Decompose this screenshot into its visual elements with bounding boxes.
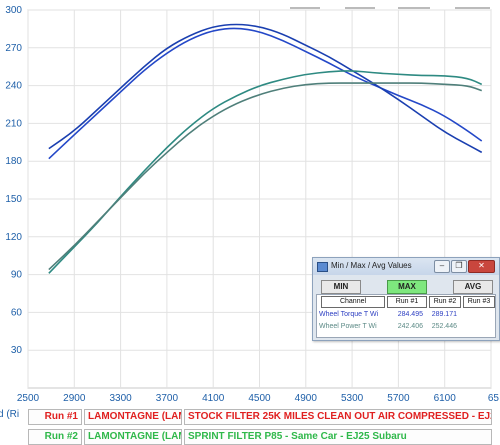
row-torque-run3 [463,310,491,320]
y-tick-label: 180 [5,156,22,167]
legend-run-1-number: Run #1 [28,409,82,425]
legend-run-2-number: Run #2 [28,429,82,445]
y-axis-ticks: 300 270 240 210 180 150 120 90 60 30 [5,5,22,356]
minmax-title: Min / Max / Avg Values [331,261,412,270]
avg-button[interactable]: AVG [453,280,493,294]
y-tick-label: 30 [11,345,23,356]
minmax-dialog[interactable]: Min / Max / Avg Values – ❐ ✕ MIN MAX AVG… [312,257,500,341]
row-torque-channel: Wheel Torque T Wi [319,311,379,318]
x-tick-label: 3300 [109,393,132,404]
x-tick-label: 4900 [295,393,318,404]
row-power-run1: 242.406 [397,323,423,330]
row-power-channel: Wheel Power T Wi [319,323,377,330]
y-tick-label: 210 [5,118,22,129]
series-line-4 [48,82,483,271]
x-axis-ticks: 2500 2900 3300 3700 4100 4500 4900 5300 5700 6100… [17,393,500,404]
row-power-run3 [463,322,491,332]
y-tick-label: 90 [11,270,23,281]
row-torque-run2: 289.171 [431,311,457,318]
x-tick-label: 65 [488,393,500,404]
y-tick-label: 300 [5,5,22,16]
series-line-2 [48,23,483,154]
x-tick-label: 3700 [156,393,179,404]
header-run-2: Run #2 [429,296,461,308]
x-tick-label: 2900 [63,393,86,404]
x-tick-label: 2500 [17,393,40,404]
x-axis-unit-label: d (Ri [0,409,20,420]
legend-run-1[interactable]: Run #1 LAMONTAGNE (LAMC STOCK FILTER 25K… [28,409,494,425]
header-channel: Channel [321,296,385,308]
legend-run-2[interactable]: Run #2 LAMONTAGNE (LAMC SPRINT FILTER P8… [28,429,494,445]
x-tick-label: 6100 [434,393,457,404]
row-power-run2: 252.446 [431,323,457,330]
minimize-icon[interactable]: – [434,260,450,273]
legend-run-1-description: STOCK FILTER 25K MILES CLEAN OUT AIR COM… [184,409,492,425]
y-tick-label: 270 [5,43,22,54]
y-tick-label: 240 [5,81,22,92]
header-run-3: Run #3 [463,296,495,308]
x-tick-label: 5300 [341,393,364,404]
series-line-3 [48,70,483,274]
minmax-titlebar[interactable]: Min / Max / Avg Values – ❐ ✕ [313,258,499,275]
close-icon[interactable]: ✕ [468,260,495,273]
legend-run-2-description: SPRINT FILTER P85 - Same Car - EJ25 Suba… [184,429,492,445]
y-tick-label: 60 [11,307,23,318]
app-icon [317,262,328,272]
restore-icon[interactable]: ❐ [451,260,467,273]
series-line-1 [48,27,483,160]
x-tick-label: 4100 [202,393,225,404]
x-tick-label: 5700 [387,393,410,404]
legend-run-2-name: LAMONTAGNE (LAMC [84,429,182,445]
header-run-1: Run #1 [387,296,427,308]
legend-run-1-name: LAMONTAGNE (LAMC [84,409,182,425]
y-tick-label: 150 [5,194,22,205]
dyno-chart: 300 270 240 210 180 150 120 90 60 30 2500 2900 3300… [5,5,500,404]
row-torque-run1: 284.495 [397,311,423,318]
chart-series [48,23,483,274]
min-button[interactable]: MIN [321,280,361,294]
y-tick-label: 120 [5,232,22,243]
max-button[interactable]: MAX [387,280,427,294]
x-tick-label: 4500 [248,393,271,404]
